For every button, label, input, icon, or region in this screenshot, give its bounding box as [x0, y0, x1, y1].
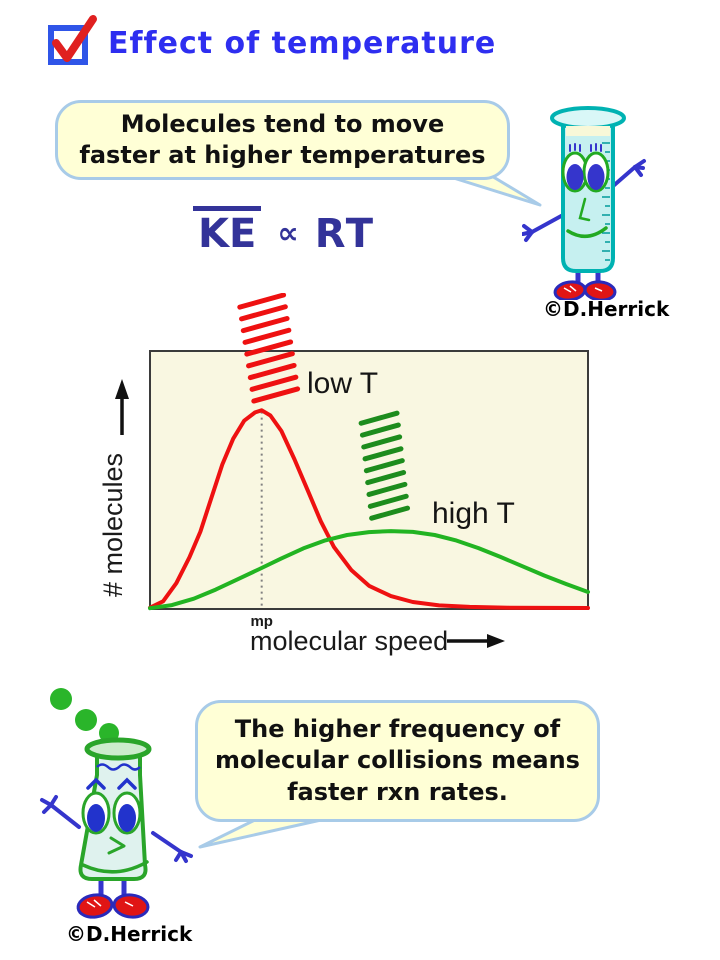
y-axis-arrowhead-icon [115, 379, 129, 399]
test-tube-right-arm [610, 159, 646, 189]
y-axis-label: # molecules [98, 453, 128, 597]
flask-eyes [81, 791, 142, 835]
speech-bubble-top-text: Molecules tend to move faster at higher … [79, 109, 486, 169]
label-low-t: low T [307, 367, 378, 400]
flask-smile [81, 860, 149, 874]
formula-lhs: KE [193, 206, 262, 254]
flask-shoes [76, 893, 150, 919]
curve-low-t [148, 408, 590, 610]
hatch-low-t [237, 293, 301, 404]
test-tube-shoes [553, 280, 617, 300]
proportional-icon: ∝ [277, 215, 299, 251]
curve-high-t [148, 529, 590, 611]
test-tube-eyes [561, 151, 610, 193]
credit-bottom-left: ©D.Herrick [66, 922, 193, 946]
speech-bubble-bottom: The higher frequency of molecular collis… [195, 700, 600, 822]
flask-nose [107, 836, 126, 855]
x-axis-arrowhead-icon [487, 634, 505, 648]
formula-rhs: RT [314, 211, 375, 257]
test-tube-band [566, 126, 610, 136]
test-tube-rim [550, 106, 626, 130]
flask-liquid-line [96, 763, 141, 771]
flask-right-arm [151, 831, 193, 863]
formula-ke-rt: KE ∝ RT [193, 206, 375, 254]
label-mp: mp [250, 613, 273, 630]
x-axis-label: molecular speed [250, 626, 448, 656]
flask-left-arm [40, 795, 81, 829]
test-tube-left-arm [522, 213, 565, 242]
test-tube-nose [578, 197, 591, 222]
test-tube-smile [566, 226, 608, 238]
speech-bubble-bottom-text: The higher frequency of molecular collis… [215, 715, 580, 806]
flask-eyebrows [86, 777, 137, 790]
flask-character [40, 688, 193, 919]
hatch-high-t [358, 410, 411, 521]
flask-bubbles [50, 688, 119, 743]
flask-rim [84, 737, 152, 761]
red-check-icon [52, 15, 97, 62]
credit-top-right: ©D.Herrick [543, 297, 670, 321]
test-tube-eyelashes [569, 143, 602, 152]
label-high-t: high T [432, 497, 515, 530]
test-tube-character [522, 106, 646, 300]
page-title: Effect of temperature [108, 26, 497, 61]
speech-bubble-top: Molecules tend to move faster at higher … [55, 100, 510, 180]
